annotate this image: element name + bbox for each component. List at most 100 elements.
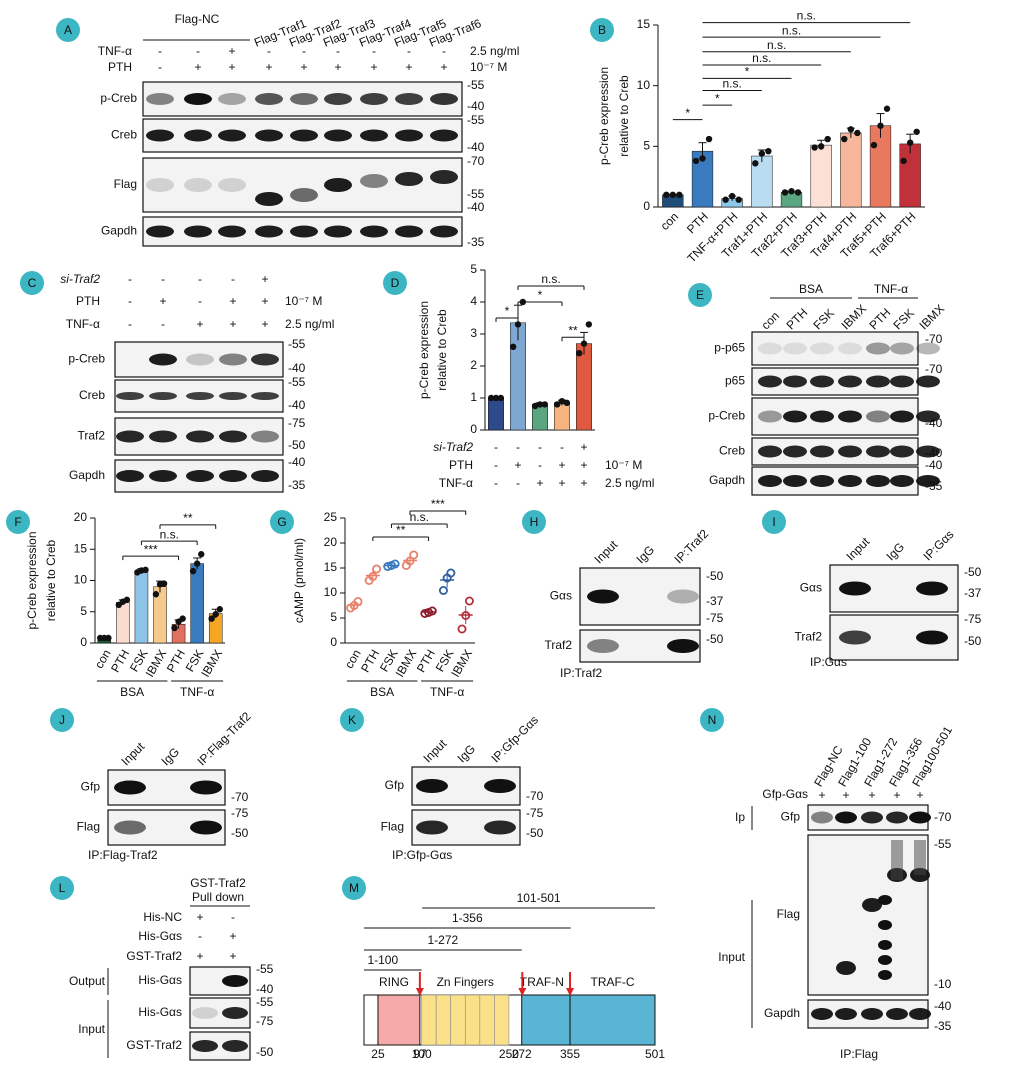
point (558, 398, 566, 405)
mark: + (558, 476, 565, 490)
band (395, 225, 423, 238)
mark: - (538, 458, 542, 472)
row-label: GST-Traf2 (126, 949, 182, 963)
band (219, 470, 247, 482)
point (847, 126, 855, 133)
sig-label: *** (431, 497, 445, 511)
mark: + (334, 60, 341, 74)
band (861, 1008, 883, 1020)
blot-label: His-Gαs (138, 973, 182, 987)
row-label: si-Traf2 (433, 440, 473, 454)
point (427, 606, 437, 616)
section-label: Input (78, 1022, 105, 1036)
caption: IP:Flag (840, 1047, 878, 1061)
point (457, 624, 467, 634)
panel-label: N (708, 713, 717, 727)
point (877, 122, 884, 129)
point (794, 189, 802, 196)
mark: + (229, 294, 236, 308)
panel-badge (56, 18, 80, 42)
group-label: Flag-NC (175, 12, 220, 26)
mark: - (158, 44, 162, 58)
domain-zn (494, 994, 510, 1046)
dose: 2.5 ng/ml (605, 476, 654, 490)
mw-label: -70 (526, 789, 544, 803)
mark: - (198, 929, 202, 943)
blot-label: Flag (381, 820, 404, 834)
row-label: TNF-α (98, 44, 132, 58)
band (116, 392, 144, 400)
band (878, 940, 892, 950)
band (186, 430, 214, 443)
point (189, 567, 197, 575)
mark: + (261, 317, 268, 331)
sig-label: * (685, 106, 690, 120)
band (838, 375, 862, 388)
band (909, 811, 931, 824)
point (580, 340, 588, 347)
group-label: TNF-α (180, 685, 214, 699)
mw-label: -55 (934, 837, 952, 851)
panel-label: J (59, 713, 65, 727)
blot-label: Creb (719, 444, 745, 458)
band (290, 225, 318, 238)
band (324, 178, 352, 192)
point (563, 399, 571, 406)
mw-label: -40 (925, 446, 943, 460)
blot-label: Flag (777, 907, 800, 921)
arrow-head (518, 988, 527, 996)
row-label: si-Traf2 (60, 272, 100, 286)
y-tick-label: 3 (470, 326, 477, 340)
band (587, 589, 619, 604)
y-axis-label: p-Creb expression (25, 531, 39, 629)
band (916, 375, 940, 388)
mw-label: -50 (706, 569, 724, 583)
domain-zn (479, 994, 495, 1046)
mark: + (916, 788, 923, 802)
band (255, 192, 283, 206)
point (152, 591, 160, 598)
band (416, 779, 448, 793)
band (416, 820, 448, 835)
dose: 10⁻⁷ M (470, 60, 507, 74)
mark: - (231, 272, 235, 286)
row-label: PTH (449, 458, 473, 472)
y-tick-label: 5 (643, 139, 650, 153)
band (430, 225, 458, 238)
construct: 101-501 (517, 891, 561, 905)
residue: 97 (413, 1047, 427, 1061)
band (146, 178, 174, 192)
residue: 250 (499, 1047, 519, 1061)
band (360, 93, 388, 105)
mark: + (580, 458, 587, 472)
band (255, 93, 283, 105)
row-label: PTH (76, 294, 100, 308)
mark: + (194, 60, 201, 74)
point (663, 191, 670, 199)
y-axis-label: relative to Creb (435, 309, 449, 391)
mark: - (302, 44, 306, 58)
mw-label: -75 (706, 611, 724, 625)
band (360, 174, 388, 188)
blot-label: p-Creb (68, 352, 105, 366)
band (886, 1008, 908, 1020)
band (758, 445, 782, 458)
point (536, 401, 544, 408)
band (810, 445, 834, 458)
band (430, 170, 458, 184)
point (676, 191, 683, 199)
construct: 1-100 (367, 953, 398, 967)
mark: - (442, 44, 446, 58)
band (835, 1008, 857, 1020)
band (190, 780, 222, 795)
smear (914, 840, 926, 875)
panel-badge (700, 708, 724, 732)
mark: + (405, 60, 412, 74)
band (290, 188, 318, 202)
panel-badge (762, 510, 786, 534)
section-label: Ip (735, 810, 745, 824)
band (395, 129, 423, 142)
blot-label: Creb (111, 128, 137, 142)
mark: - (494, 476, 498, 490)
panel-label: F (14, 515, 21, 529)
